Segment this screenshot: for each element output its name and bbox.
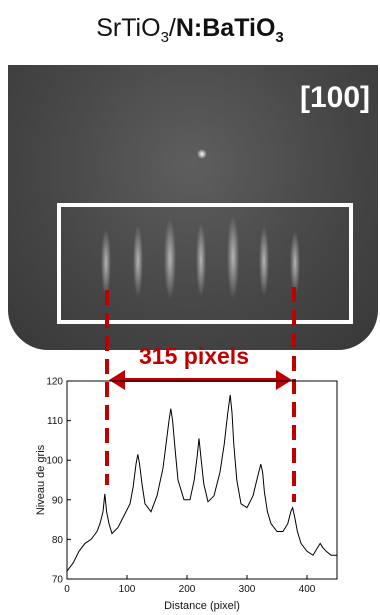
x-tick-label: 300 (239, 584, 256, 595)
highlight-box (57, 203, 353, 324)
y-tick-label: 90 (52, 495, 64, 506)
title-separator: / (168, 14, 176, 42)
streak-5 (227, 215, 239, 299)
streak-3 (164, 219, 176, 299)
y-axis-ticks: 70 80 90 100 110 120 (46, 377, 71, 586)
rheed-streaks (101, 149, 300, 299)
streak-7 (290, 231, 300, 295)
title-substrate: SrTiO (96, 14, 161, 42)
streak-2 (133, 225, 143, 297)
x-tick-label: 400 (299, 584, 316, 595)
rheed-pattern-image: [100] (8, 65, 378, 350)
x-tick-label: 200 (179, 584, 196, 595)
x-tick-label: 100 (119, 584, 136, 595)
gray-level-curve (66, 394, 337, 572)
title-film-subscript: 3 (275, 29, 284, 46)
x-axis-label: Distance (pixel) (164, 600, 240, 612)
title-film: N:BaTiO (175, 14, 276, 42)
y-tick-label: 80 (52, 535, 64, 546)
plot-frame (66, 380, 338, 580)
y-tick-label: 120 (46, 377, 63, 388)
y-tick-label: 100 (46, 456, 63, 467)
x-tick-label: 0 (64, 584, 70, 595)
figure-title: SrTiO3/N:BaTiO3 (0, 14, 380, 46)
measure-arrow-right-head (276, 370, 292, 390)
streak-1 (101, 229, 111, 297)
gray-level-profile-chart: 0 100 200 300 400 70 80 90 100 110 120 Distance (… (35, 377, 338, 612)
streak-6 (259, 226, 269, 296)
y-tick-label: 110 (47, 416, 63, 427)
crystal-direction-label: [100] (299, 81, 370, 114)
title-substrate-subscript: 3 (160, 29, 169, 46)
measure-arrow-left-head (109, 370, 125, 390)
y-tick-label: 70 (52, 575, 64, 586)
x-axis-ticks: 0 100 200 300 400 (64, 575, 316, 595)
distance-measurement-label: 315 pixels (139, 343, 249, 369)
streak-4 (196, 223, 206, 297)
specular-spot (197, 149, 207, 159)
y-axis-label: Niveau de gris (35, 444, 47, 515)
